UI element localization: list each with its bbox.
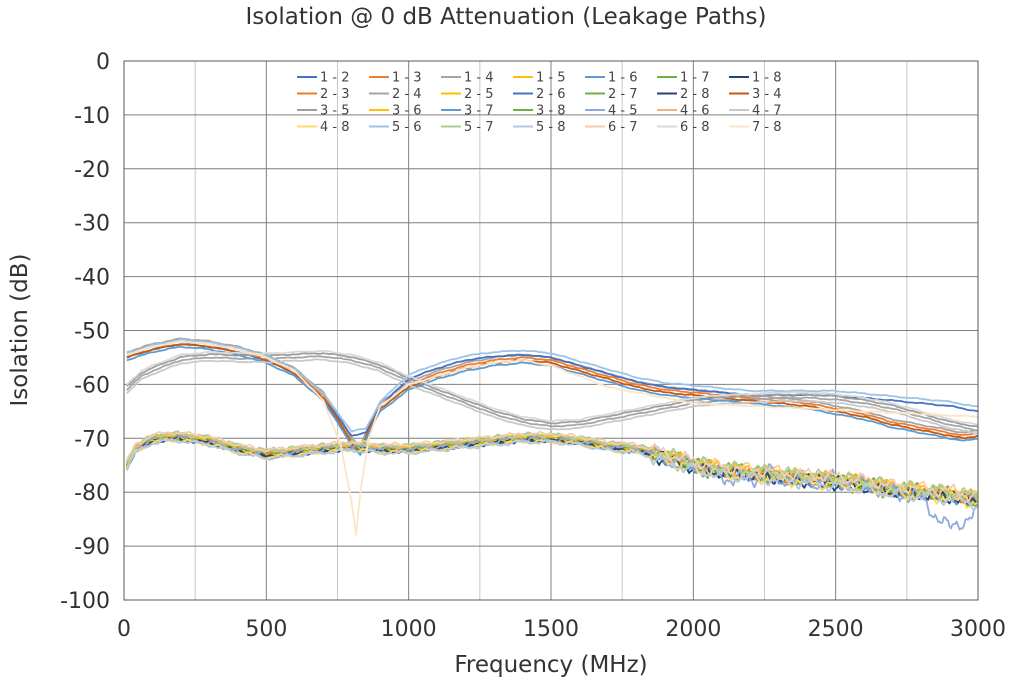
series-lines: [125, 337, 979, 536]
legend-entry: 3 - 4: [752, 87, 782, 102]
legend-entry: 2 - 6: [536, 87, 566, 102]
series-line-7-8: [126, 340, 979, 536]
legend-entry: 3 - 7: [464, 104, 494, 119]
legend-entry: 5 - 7: [464, 120, 494, 135]
series-line-6-8: [126, 350, 979, 426]
legend-entry: 2 - 5: [464, 87, 494, 102]
y-tick-label: -10: [74, 104, 110, 129]
series-line-1-8: [126, 435, 979, 506]
legend-entry: 1 - 6: [608, 71, 638, 86]
y-tick-label: -40: [74, 266, 110, 291]
legend-entry: 4 - 8: [320, 120, 350, 135]
legend-entry: 4 - 6: [680, 104, 710, 119]
legend-entry: 4 - 7: [752, 104, 782, 119]
series-line-5-8: [125, 438, 979, 512]
series-line-5-6: [126, 338, 979, 433]
legend-entry: 1 - 2: [320, 71, 350, 86]
y-tick-label: -100: [60, 589, 110, 614]
y-tick-label: -90: [74, 535, 110, 560]
x-tick-label: 1500: [523, 617, 579, 642]
y-tick-label: -70: [74, 427, 110, 452]
chart-title: Isolation @ 0 dB Attenuation (Leakage Pa…: [245, 4, 767, 30]
legend-entry: 3 - 6: [392, 104, 422, 119]
x-tick-label: 2500: [808, 617, 864, 642]
legend-entry: 6 - 7: [608, 120, 638, 135]
y-tick-label: -60: [74, 373, 110, 398]
series-line-6-7: [126, 430, 979, 502]
legend-entry: 1 - 4: [464, 71, 494, 86]
x-tick-label: 500: [245, 617, 287, 642]
y-tick-label: -50: [74, 320, 110, 345]
legend-entry: 1 - 3: [392, 71, 422, 86]
x-tick-label: 1000: [381, 617, 437, 642]
legend-entry: 5 - 8: [536, 120, 566, 135]
x-tick-label: 2000: [665, 617, 721, 642]
x-tick-label: 3000: [950, 617, 1006, 642]
y-tick-label: 0: [96, 50, 110, 75]
legend-entry: 1 - 7: [680, 71, 710, 86]
tick-labels: 0 500 1000 1500 2000 2500 3000 0 -10 -20 -30 -40 -50…: [60, 50, 1006, 642]
series-line-4-8: [126, 437, 979, 509]
series-line-1-2: [125, 434, 979, 504]
legend-entry: 3 - 5: [320, 104, 350, 119]
x-axis-label: Frequency (MHz): [454, 652, 648, 678]
grid: [123, 60, 979, 601]
legend-entry: 2 - 3: [320, 87, 350, 102]
legend-entry: 2 - 7: [608, 87, 638, 102]
y-tick-label: -80: [74, 481, 110, 506]
legend-entry: 3 - 8: [536, 104, 566, 119]
series-line-2-5: [125, 434, 979, 507]
legend-entry: 1 - 5: [536, 71, 566, 86]
legend: 1 - 2 1 - 3 1 - 4 1 - 5 1 - 6 1 - 7 1 - 8 2 - 3…: [297, 71, 782, 135]
legend-entry: 5 - 6: [392, 120, 422, 135]
y-tick-label: -30: [74, 212, 110, 237]
y-tick-label: -20: [74, 158, 110, 183]
legend-entry: 4 - 5: [608, 104, 638, 119]
x-tick-label: 0: [117, 617, 131, 642]
legend-entry: 7 - 8: [752, 120, 782, 135]
plot-frame: [123, 60, 979, 601]
series-line-4-7: [126, 358, 979, 435]
series-line-1-5: [126, 433, 979, 503]
legend-entry: 1 - 8: [752, 71, 782, 86]
legend-entry: 2 - 8: [680, 87, 710, 102]
legend-entry: 6 - 8: [680, 120, 710, 135]
legend-entry: 2 - 4: [392, 87, 422, 102]
